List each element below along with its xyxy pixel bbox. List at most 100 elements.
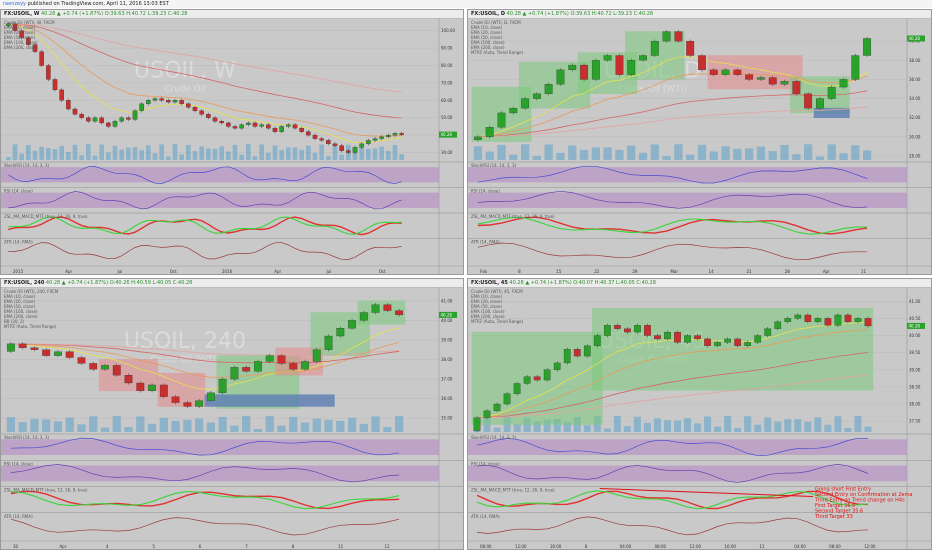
candle-body — [764, 328, 772, 336]
x-tick-label: Jul — [117, 269, 123, 274]
candle-body — [18, 343, 27, 348]
volume-bar — [638, 152, 648, 160]
volume-bar — [77, 424, 86, 432]
x-tick-label: 5 — [152, 544, 155, 549]
volume-bar — [663, 420, 671, 432]
volume-bar — [277, 425, 286, 432]
symbol-label: FX:USOIL, D — [471, 11, 506, 17]
volume-bar — [834, 416, 842, 432]
candle-body — [583, 345, 591, 357]
chart-panel-daily[interactable]: FX:USOIL, D 40.28 ▲ +0.74 (+1.87%) O:39.… — [467, 9, 932, 275]
volume-bar — [132, 147, 138, 160]
chart-panel-weekly[interactable]: FX:USOIL, W 40.28 ▲ +0.74 (+1.87%) O:39.… — [0, 9, 464, 275]
chart-panel-45[interactable]: FX:USOIL, 45 40.28 ▲ +0.74 (+1.87%) O:40… — [467, 278, 932, 550]
x-tick-label: 08:00 — [480, 544, 492, 549]
volume-bar — [239, 154, 244, 160]
legend-entry: EMA (10, close) — [471, 294, 502, 299]
candle-body — [392, 133, 398, 136]
volume-bar — [854, 415, 862, 432]
volume-bar — [12, 144, 18, 160]
volume-bar — [392, 145, 398, 160]
volume-bar — [289, 416, 298, 432]
watermark-name: Crude Oil — [164, 85, 206, 95]
volume-bar — [372, 148, 378, 160]
x-tick-label: Oct — [379, 269, 386, 274]
candle-body — [246, 122, 251, 125]
indicator-label: StochRSI (14, 14, 3, 3) — [471, 435, 517, 440]
candle-body — [372, 138, 378, 141]
indicator-label: StochRSI (14, 14, 3, 3) — [471, 163, 517, 168]
author-link[interactable]: raenzeyy — [3, 1, 26, 7]
volume-bar — [352, 151, 358, 160]
volume-bar — [92, 155, 98, 160]
volume-bar — [147, 423, 157, 432]
volume-bar — [319, 144, 324, 160]
x-tick-label: Apr — [823, 269, 830, 274]
volume-bar — [19, 153, 24, 160]
y-tick-label: 41.00 — [909, 299, 921, 304]
candle-body — [226, 122, 231, 127]
chart-canvas[interactable]: USOIL, 45Crude Oil (WTI)41.0040.5040.003… — [468, 287, 932, 550]
chart-header: FX:USOIL, W 40.28 ▲ +0.74 (+1.87%) O:39.… — [1, 10, 463, 19]
candle-body — [371, 304, 380, 313]
price-tag-label: 40.28 — [441, 132, 453, 137]
candle-body — [12, 23, 18, 31]
legend-entry: EMA (50, close) — [471, 35, 502, 40]
blue-zone-box — [204, 394, 335, 407]
volume-bar — [485, 151, 494, 160]
volume-bar — [359, 423, 368, 432]
candle-body — [674, 31, 683, 42]
candle-body — [521, 98, 529, 109]
volume-bar — [300, 422, 310, 432]
legend-entry: Crude Oil (WTI), 45, FXCM — [471, 289, 523, 294]
volume-bar — [339, 154, 344, 160]
volume-bar — [66, 151, 71, 160]
volume-bar — [568, 145, 577, 160]
price-tag-label: 40.28 — [441, 312, 453, 317]
legend-entry: EMA (200, close) — [471, 45, 505, 50]
ema-100-line — [10, 343, 400, 356]
volume-bar — [399, 154, 404, 160]
legend-entry: BB (20, 2) — [4, 319, 24, 324]
x-tick-label: 2016 — [222, 269, 233, 274]
volume-bar — [6, 157, 11, 160]
candle-body — [319, 138, 324, 141]
candle-body — [379, 136, 384, 139]
volume-bar — [513, 424, 521, 432]
y-tick-label: 40.50 — [909, 316, 921, 321]
candle-body — [112, 121, 118, 127]
volume-bar — [533, 421, 541, 432]
volume-bar — [179, 154, 184, 160]
y-tick-label: 36.00 — [441, 396, 453, 401]
volume-bar — [493, 427, 501, 432]
volume-bar — [26, 145, 31, 160]
volume-bar — [774, 421, 782, 432]
volume-bar — [633, 416, 641, 432]
trade-annotation: Going short First Entry — [815, 487, 871, 493]
volume-bar — [332, 144, 338, 160]
volume-bar — [159, 144, 164, 160]
x-tick-label: 08:00 — [829, 544, 841, 549]
indicator-line — [476, 437, 869, 457]
candle-body — [206, 392, 215, 401]
chart-panel-240[interactable]: FX:USOIL, 240 40.28 ▲ +0.74 (+1.87%) O:4… — [0, 278, 464, 550]
candle-body — [497, 112, 506, 128]
x-tick-label: 16:00 — [724, 544, 736, 549]
volume-bar — [159, 417, 168, 432]
ema-10-line — [476, 322, 869, 419]
legend-entry: MTPZ (Auto, Trend Range) — [4, 324, 57, 329]
x-tick-label: 12:00 — [515, 544, 527, 549]
volume-bar — [119, 149, 124, 160]
candle-body — [301, 361, 309, 370]
volume-bar — [532, 156, 541, 160]
indicator-signal-line — [476, 490, 869, 510]
volume-bar — [212, 148, 218, 160]
volume-bar — [99, 144, 104, 160]
volume-bar — [86, 144, 91, 160]
price-tag-label: 40.28 — [909, 36, 921, 41]
volume-bar — [32, 150, 38, 160]
candle-body — [745, 74, 754, 80]
